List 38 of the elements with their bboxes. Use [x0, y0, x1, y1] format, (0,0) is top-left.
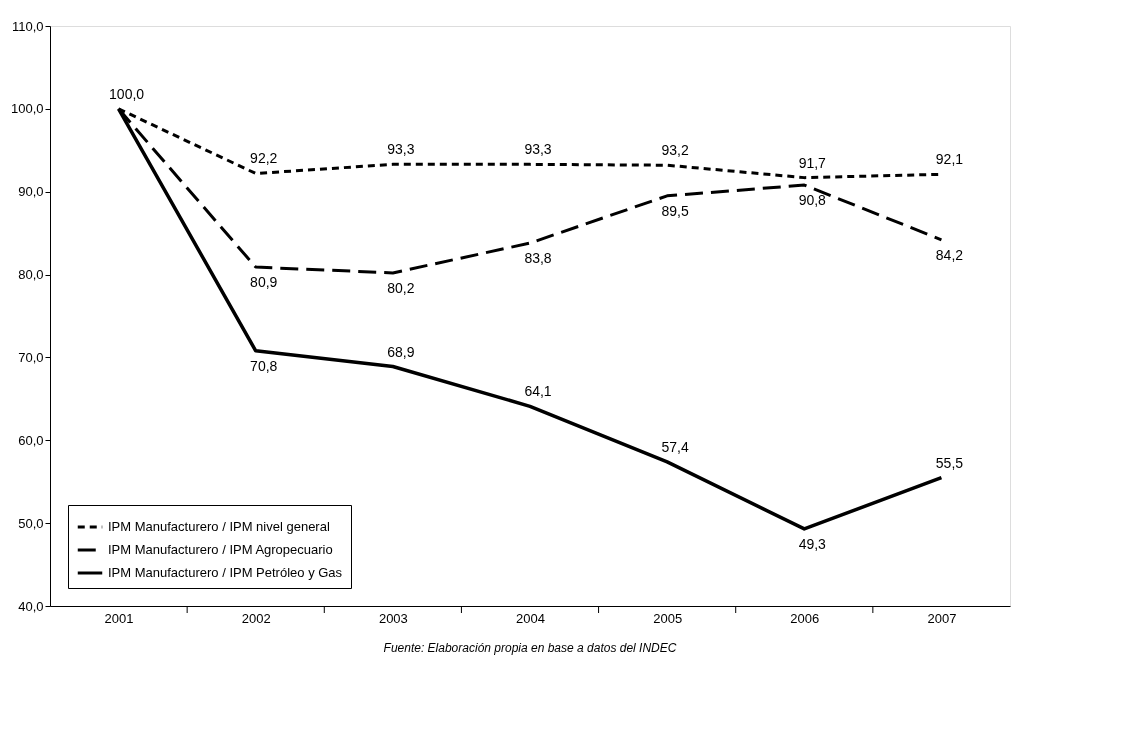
- data-label: 89,5: [661, 202, 689, 219]
- data-label: 91,7: [798, 154, 827, 171]
- data-label: 49,3: [798, 535, 827, 552]
- data-label: 90,8: [798, 192, 827, 209]
- x-tick-label: 2005: [653, 610, 683, 626]
- y-tick-label: 70,0: [18, 349, 44, 365]
- data-label: 93,3: [524, 141, 552, 158]
- data-label: 93,3: [387, 141, 415, 158]
- y-tick-label: 60,0: [18, 432, 44, 448]
- x-tick-label: 2006: [790, 610, 820, 626]
- data-label: 84,2: [935, 246, 964, 263]
- x-tick-label: 2002: [241, 610, 271, 626]
- data-label: 93,2: [661, 142, 689, 159]
- data-label: 92,1: [935, 151, 964, 168]
- data-label: 92,2: [250, 150, 278, 167]
- y-tick-label: 90,0: [18, 184, 44, 200]
- x-tick-label: 2004: [516, 610, 545, 626]
- data-label: 83,8: [524, 250, 552, 267]
- data-label: 57,4: [661, 438, 689, 455]
- data-label: 70,8: [250, 357, 278, 374]
- data-label: 100,0: [109, 85, 145, 102]
- x-tick-label: 2003: [378, 610, 408, 626]
- data-label: 68,9: [387, 343, 415, 360]
- data-label: 80,2: [387, 279, 415, 296]
- x-tick-label: 2001: [104, 610, 134, 626]
- legend-label: IPM Manufacturero / IPM Petróleo y Gas: [108, 565, 343, 580]
- data-label: 64,1: [524, 383, 552, 400]
- data-label: 80,9: [250, 274, 278, 291]
- y-tick-label: 80,0: [18, 267, 44, 283]
- y-tick-label: 50,0: [18, 515, 44, 531]
- data-label: 55,5: [935, 454, 964, 471]
- source-note: Fuente: Elaboración propia en base a datos del INDEC: [383, 641, 677, 655]
- legend-label: IPM Manufacturero / IPM nivel general: [108, 519, 330, 534]
- y-tick-label: 100,0: [10, 101, 44, 117]
- x-tick-label: 2007: [927, 610, 957, 626]
- y-tick-label: 40,0: [18, 598, 44, 614]
- legend-label: IPM Manufacturero / IPM Agropecuario: [108, 542, 333, 557]
- y-tick-label: 110,0: [11, 18, 44, 34]
